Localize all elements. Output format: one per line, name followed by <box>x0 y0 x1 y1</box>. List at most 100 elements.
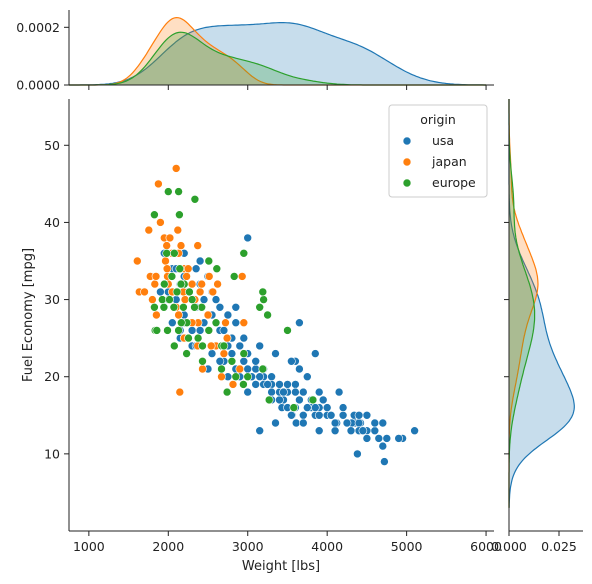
point-japan <box>228 380 238 389</box>
point-europe <box>159 302 169 312</box>
point-europe <box>174 187 183 196</box>
point-japan <box>203 310 213 320</box>
point-europe <box>211 318 221 328</box>
point-japan <box>152 310 161 320</box>
point-europe <box>175 264 185 274</box>
point-japan <box>235 364 245 374</box>
point-japan <box>150 279 160 289</box>
point-usa <box>378 441 388 451</box>
point-usa <box>231 318 241 328</box>
point-usa <box>382 434 392 443</box>
point-usa <box>243 387 252 397</box>
point-japan <box>239 318 249 328</box>
point-usa <box>334 387 344 397</box>
point-usa <box>298 410 308 420</box>
point-europe <box>170 341 179 351</box>
legend-marker-usa <box>402 136 412 146</box>
point-usa <box>314 387 324 397</box>
y-tick-label: 40 <box>44 215 60 230</box>
point-japan <box>219 349 229 358</box>
point-europe <box>259 295 268 304</box>
point-usa <box>227 349 237 358</box>
point-japan <box>151 272 161 281</box>
point-europe <box>243 372 252 382</box>
point-usa <box>338 403 348 412</box>
point-europe <box>204 326 214 335</box>
point-europe <box>184 333 193 343</box>
point-japan <box>171 164 181 173</box>
y-tick-label: 50 <box>44 138 60 153</box>
point-usa <box>314 426 324 436</box>
axes: 1000 2000 3000 4000 5000 600010203040500.0000… <box>16 10 583 554</box>
point-europe <box>197 302 206 312</box>
point-usa <box>251 380 260 389</box>
point-usa <box>374 434 384 443</box>
point-japan <box>182 272 191 281</box>
point-europe <box>231 372 241 382</box>
point-usa <box>362 410 372 420</box>
point-usa <box>354 418 364 428</box>
point-japan <box>237 272 247 281</box>
point-europe <box>217 364 226 374</box>
point-usa <box>255 426 265 436</box>
point-usa <box>346 426 356 436</box>
x-tick-label: 4000 <box>311 539 343 554</box>
x-tick-label: 5000 <box>391 539 423 554</box>
point-usa <box>267 387 276 397</box>
point-europe <box>198 356 207 366</box>
point-europe <box>222 387 232 397</box>
point-europe <box>176 279 186 289</box>
point-usa <box>378 418 388 428</box>
point-usa <box>255 341 265 351</box>
point-europe <box>187 295 197 304</box>
point-europe <box>258 287 268 297</box>
point-japan <box>195 287 205 297</box>
point-usa <box>211 295 221 304</box>
point-japan <box>144 225 154 235</box>
point-japan <box>175 387 185 397</box>
point-europe <box>264 395 274 405</box>
point-europe <box>289 403 299 412</box>
point-europe <box>162 249 171 258</box>
point-europe <box>229 272 239 281</box>
point-europe <box>152 326 162 335</box>
point-usa <box>275 395 284 405</box>
point-europe <box>170 249 179 258</box>
point-usa <box>271 418 280 428</box>
point-japan <box>208 287 218 297</box>
point-usa <box>215 302 225 312</box>
point-usa <box>302 403 312 412</box>
point-usa <box>330 418 340 428</box>
point-usa <box>283 380 292 389</box>
point-usa <box>263 380 272 389</box>
point-usa <box>243 364 252 374</box>
point-usa <box>271 349 280 358</box>
point-europe <box>172 287 182 297</box>
point-europe <box>165 295 174 304</box>
point-usa <box>314 410 324 420</box>
point-usa <box>338 410 348 420</box>
point-usa <box>310 349 320 358</box>
top-y-tick-label: 0.0002 <box>16 20 60 35</box>
point-usa <box>168 318 177 328</box>
point-europe <box>182 349 191 358</box>
point-europe <box>227 356 237 366</box>
point-usa <box>156 287 165 297</box>
point-japan <box>173 225 183 235</box>
point-usa <box>223 310 233 320</box>
point-europe <box>150 210 159 219</box>
point-usa <box>362 434 372 443</box>
point-usa <box>255 372 265 382</box>
point-japan <box>148 295 157 304</box>
point-usa <box>195 326 205 335</box>
point-usa <box>410 426 419 436</box>
point-japan <box>213 279 222 289</box>
point-japan <box>217 372 226 382</box>
top-density-fill-europe <box>69 32 487 85</box>
top-marginal-density <box>69 16 487 86</box>
point-usa <box>295 318 304 328</box>
legend-label-japan: japan <box>431 154 467 169</box>
point-japan <box>162 264 172 274</box>
point-usa <box>275 380 284 389</box>
